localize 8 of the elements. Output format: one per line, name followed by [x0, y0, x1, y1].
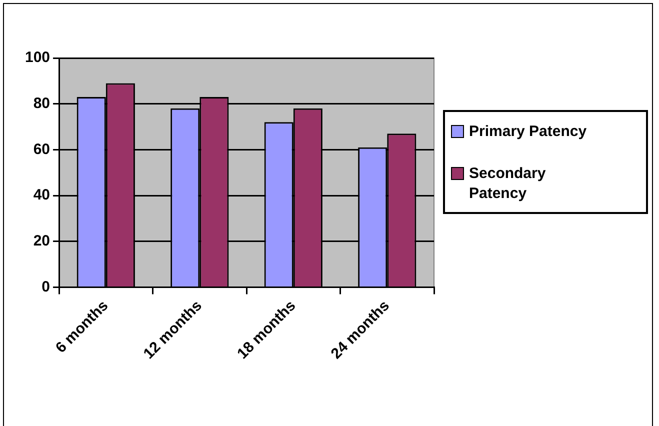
legend-label: Primary Patency [469, 122, 588, 142]
y-tick-label: 0 [42, 278, 50, 296]
y-tick-label: 100 [24, 49, 50, 66]
y-tick-label: 20 [33, 232, 50, 250]
y-tick-label: 40 [33, 186, 50, 204]
y-tick-label: 60 [33, 140, 50, 158]
y-tick-label: 80 [33, 94, 50, 112]
legend-label: Secondary Patency [469, 164, 547, 204]
